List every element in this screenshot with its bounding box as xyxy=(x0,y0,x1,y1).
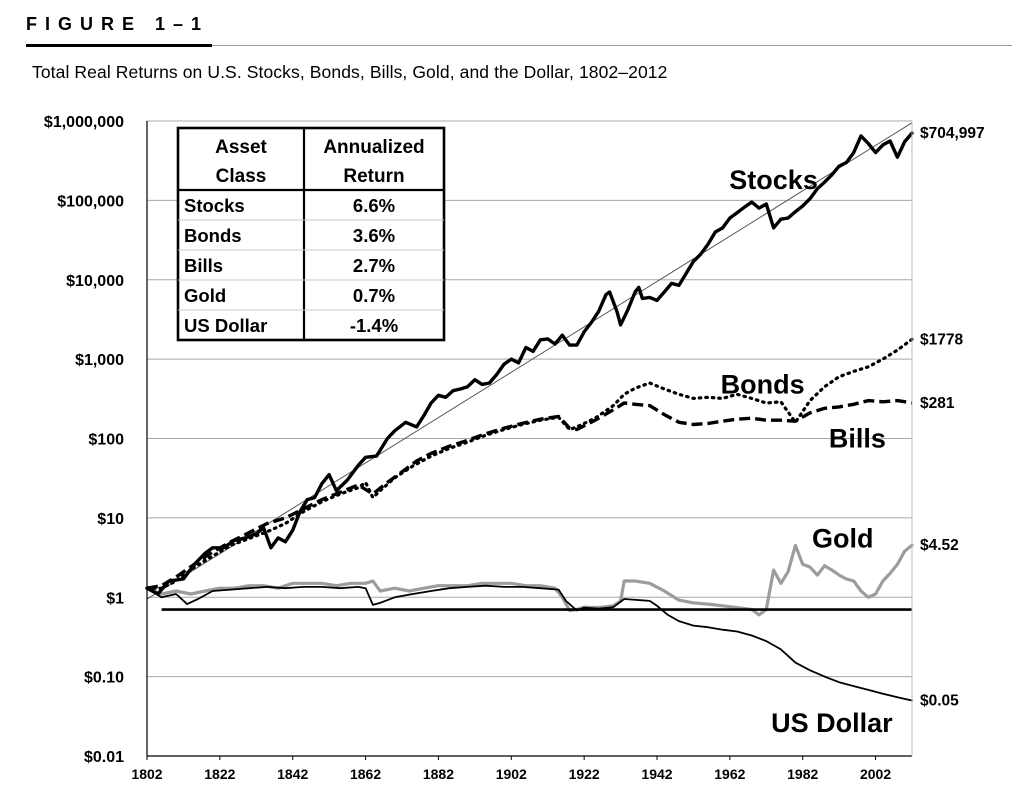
series-line-gold xyxy=(145,543,914,617)
chart-subtitle: Total Real Returns on U.S. Stocks, Bonds… xyxy=(32,62,668,82)
series-name-label-gold: Gold xyxy=(812,523,874,553)
series-line-bills xyxy=(146,398,913,590)
table-cell-return-4: -1.4% xyxy=(350,315,398,336)
series-line-bonds xyxy=(145,337,914,590)
table-frame xyxy=(176,126,446,342)
y-tick-label-7: $100,000 xyxy=(57,193,124,210)
table-cell-return-1: 3.6% xyxy=(353,225,395,246)
table-cell-asset-1: Bonds xyxy=(184,225,242,246)
y-tick-label-1: $0.10 xyxy=(84,670,124,687)
series-line-us-dollar xyxy=(146,584,913,702)
series-name-label-bills: Bills xyxy=(829,424,886,454)
y-tick-label-6: $10,000 xyxy=(66,273,124,290)
series-name-label-us-dollar: US Dollar xyxy=(771,708,893,738)
x-tick-labels: 1802 1822 1842 1862 1882 1902 1922 1942 1962 1982… xyxy=(131,756,891,782)
figure-rule-thin xyxy=(212,45,1012,46)
end-value-labels: $704,997 $1778 $281 $4.52 $0.05 xyxy=(920,125,985,709)
table-cell-asset-4: US Dollar xyxy=(184,315,267,336)
table-header-0-line-0: Asset xyxy=(215,137,267,158)
table-cell-asset-2: Bills xyxy=(184,255,223,276)
table-header-1-line-0: Annualized xyxy=(323,137,424,158)
series-line-stocks xyxy=(145,131,914,596)
x-tick-label-2: 1842 xyxy=(277,766,308,782)
x-tick-label-5: 1902 xyxy=(496,766,527,782)
end-label-stocks: $704,997 xyxy=(920,125,985,142)
end-label-bonds: $1778 xyxy=(920,331,963,348)
table-cell-asset-0: Stocks xyxy=(184,195,245,216)
y-tick-label-8: $1,000,000 xyxy=(44,114,124,131)
x-tick-label-10: 2002 xyxy=(860,766,891,782)
series-name-label-bonds: Bonds xyxy=(721,369,805,399)
table-cell-return-3: 0.7% xyxy=(353,285,395,306)
x-tick-label-3: 1862 xyxy=(350,766,381,782)
x-tick-label-8: 1962 xyxy=(714,766,745,782)
x-tick-label-6: 1922 xyxy=(569,766,600,782)
axes xyxy=(146,121,913,757)
series-lines xyxy=(145,131,914,702)
y-tick-label-5: $1,000 xyxy=(75,352,124,369)
table-cell-return-0: 6.6% xyxy=(353,195,395,216)
x-tick-label-0: 1802 xyxy=(131,766,162,782)
x-tick-label-9: 1982 xyxy=(787,766,818,782)
y-tick-label-0: $0.01 xyxy=(84,749,124,766)
series-name-label-stocks: Stocks xyxy=(729,165,818,195)
figure-label: FIGURE 1–1 xyxy=(26,14,210,34)
y-tick-label-3: $10 xyxy=(97,511,124,528)
x-tick-label-4: 1882 xyxy=(423,766,454,782)
figure-rule xyxy=(26,44,212,47)
y-tick-label-4: $100 xyxy=(88,432,124,449)
series-name-labels: Stocks Bonds Bills Gold US Dollar xyxy=(721,165,893,738)
end-label-bills: $281 xyxy=(920,395,955,412)
table-cell-return-2: 2.7% xyxy=(353,255,395,276)
returns-table: Asset Class Annualized Return Stocks 6.6% Bond… xyxy=(176,126,446,342)
x-tick-label-7: 1942 xyxy=(641,766,672,782)
y-tick-labels: $0.01 $0.10 $1 $10 $100 $1,000 $10,000 $100,000… xyxy=(44,114,124,766)
x-tick-label-1: 1822 xyxy=(204,766,235,782)
table-header-1-line-1: Return xyxy=(343,166,404,187)
end-label-gold: $4.52 xyxy=(920,537,959,554)
table-header-0-line-1: Class xyxy=(216,166,267,187)
table-cell-asset-3: Gold xyxy=(184,285,226,306)
y-tick-label-2: $1 xyxy=(106,590,124,607)
end-label-us-dollar: $0.05 xyxy=(920,693,959,710)
